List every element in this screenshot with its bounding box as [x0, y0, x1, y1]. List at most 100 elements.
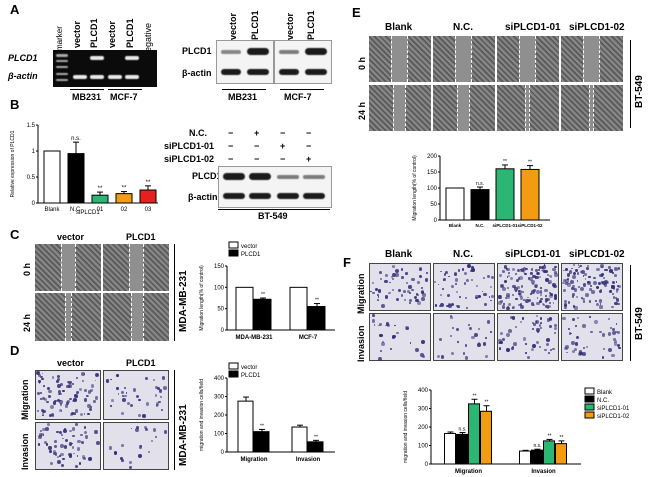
significance-label: ** [146, 180, 151, 186]
stained-cell [546, 338, 550, 342]
y-tick-label: 200 [214, 413, 225, 419]
stained-cell [500, 331, 504, 335]
stained-cell [513, 342, 517, 347]
stained-cell [56, 377, 60, 382]
legend-label: vector [241, 244, 257, 250]
stained-cell [513, 317, 516, 320]
stained-cell [563, 269, 565, 272]
stained-cell [578, 349, 582, 353]
wb-row-label: β-actin [182, 68, 212, 78]
sign: + [306, 154, 312, 164]
stained-cell [587, 280, 592, 285]
chart-c: 0 50 100 150 Migration length(% of control) *… [199, 241, 335, 341]
stained-cell [546, 318, 551, 322]
stained-cell [441, 287, 444, 290]
stained-cell [594, 299, 597, 302]
stained-cell [47, 423, 50, 426]
stained-cell [532, 322, 535, 325]
stained-cell [615, 281, 618, 284]
stained-cell [48, 413, 52, 418]
stained-cell [379, 271, 382, 275]
western-blot-image [274, 40, 332, 84]
stained-cell [76, 455, 79, 457]
row-label: 0 h [22, 262, 32, 276]
stained-cell [510, 315, 514, 320]
stained-cell [64, 404, 68, 408]
transwell-image [35, 370, 101, 420]
bar [307, 306, 326, 331]
stained-cell [618, 346, 621, 350]
stained-cell [524, 273, 527, 276]
stained-cell [574, 325, 577, 328]
stained-cell [519, 276, 523, 280]
stained-cell [79, 388, 83, 392]
stained-cell [475, 294, 479, 299]
stained-cell [545, 294, 548, 298]
stained-cell [588, 300, 592, 303]
stained-cell [565, 282, 568, 285]
western-blot-image [216, 40, 274, 84]
stained-cell [71, 382, 75, 386]
stained-cell [534, 285, 538, 289]
stained-cell [120, 390, 125, 395]
stained-cell [421, 297, 425, 301]
stained-cell [567, 327, 571, 330]
stained-cell [135, 428, 140, 433]
stained-cell [571, 341, 575, 345]
stained-cell [536, 301, 540, 305]
stained-cell [68, 441, 73, 446]
stained-cell [81, 372, 86, 377]
sign: + [280, 141, 286, 151]
stained-cell [60, 383, 63, 386]
sign: − [254, 141, 260, 151]
bar [543, 440, 555, 465]
stained-cell [121, 459, 124, 462]
y-axis-label: Migration length(% of control) [412, 155, 418, 221]
stained-cell [447, 304, 452, 309]
stained-cell [535, 321, 538, 323]
stained-cell [59, 455, 62, 457]
stained-cell [571, 318, 576, 322]
stained-cell [414, 295, 418, 299]
stained-cell [517, 289, 520, 293]
stained-cell [468, 323, 471, 326]
stained-cell [554, 332, 556, 334]
transwell-image [103, 370, 169, 420]
stained-cell [546, 306, 550, 310]
significance-label: n.s. [71, 136, 81, 142]
stained-cell [582, 324, 586, 328]
stained-cell [71, 446, 75, 449]
stained-cell [84, 435, 88, 439]
stained-cell [115, 374, 119, 378]
stained-cell [137, 398, 141, 402]
stained-cell [477, 328, 481, 331]
stained-cell [586, 264, 590, 267]
stained-cell [592, 276, 596, 280]
stained-cell [608, 269, 613, 273]
stained-cell [571, 287, 575, 290]
stained-cell [387, 291, 391, 295]
stained-cell [539, 321, 542, 324]
stained-cell [562, 281, 565, 285]
y-tick-label: 50 [217, 307, 224, 313]
stained-cell [124, 394, 127, 398]
stained-cell [38, 433, 43, 438]
stained-cell [544, 348, 547, 352]
stained-cell [614, 301, 618, 306]
bar [456, 433, 468, 465]
stained-cell [145, 376, 149, 381]
stained-cell [409, 342, 412, 344]
stained-cell [82, 379, 85, 382]
stained-cell [391, 273, 396, 277]
stained-cell [484, 355, 488, 359]
stained-cell [56, 430, 59, 433]
stained-cell [576, 272, 580, 275]
stained-cell [82, 456, 87, 461]
stained-cell [422, 293, 426, 297]
stained-cell [562, 278, 567, 283]
stained-cell [398, 289, 402, 293]
y-tick-label: 300 [214, 395, 225, 401]
stained-cell [415, 298, 419, 303]
stained-cell [572, 274, 576, 279]
stained-cell [608, 266, 611, 269]
